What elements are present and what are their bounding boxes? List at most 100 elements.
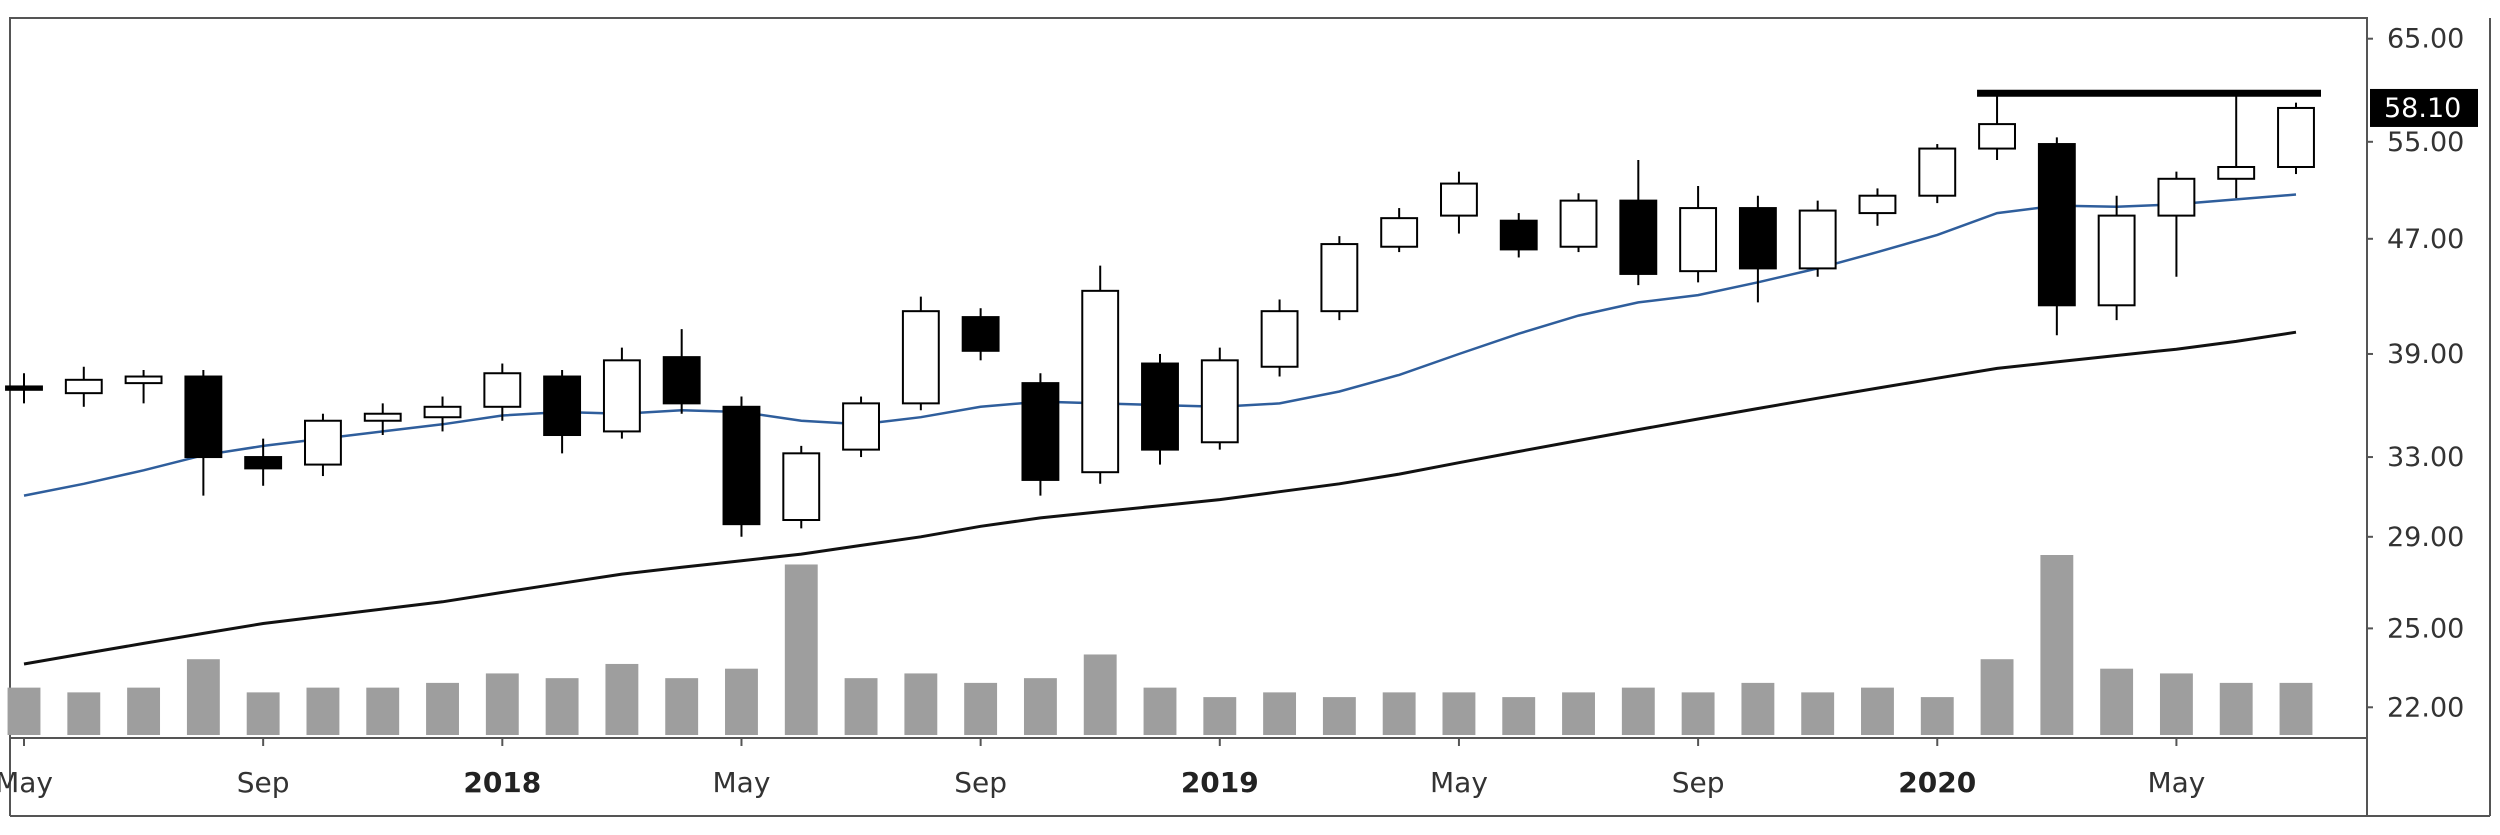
x-tick-label: May xyxy=(1430,766,1488,799)
price-tag-value: 58.10 xyxy=(2384,93,2461,124)
x-tick-label: 2020 xyxy=(1898,766,1976,799)
price-axis: 65.00 55.00 47.00 39.00 33.00 29.00 25.00 22.00 xyxy=(2367,24,2464,723)
candle-body xyxy=(5,385,43,391)
y-tick-label: 47.00 xyxy=(2387,224,2464,255)
candle xyxy=(2157,171,2196,277)
volume-bar xyxy=(246,692,280,735)
candle-body xyxy=(304,419,342,466)
x-tick-label: 2018 xyxy=(463,766,541,799)
candle-body xyxy=(2037,143,2076,307)
volume-bar xyxy=(127,687,161,735)
volume-bar xyxy=(1980,659,2014,735)
x-tick-label: May xyxy=(0,766,53,799)
x-tick-label: May xyxy=(713,766,771,799)
volume-bar xyxy=(1502,697,1536,735)
x-tick-label: 2019 xyxy=(1181,766,1259,799)
candle xyxy=(1440,171,1478,234)
volume-bar xyxy=(2159,673,2193,735)
volume-bar xyxy=(725,668,758,735)
volume-bar xyxy=(306,687,340,735)
y-tick-label: 55.00 xyxy=(2387,127,2464,158)
candle-body xyxy=(483,372,522,408)
candle xyxy=(124,369,163,404)
y-tick-label: 33.00 xyxy=(2387,442,2464,473)
candle-body xyxy=(901,310,940,405)
volume-bar xyxy=(1083,654,1117,735)
volume-bar xyxy=(1801,692,1835,735)
candle xyxy=(2277,102,2315,175)
candle-body xyxy=(423,405,462,419)
candlesticks xyxy=(5,90,2315,537)
candle xyxy=(961,308,1000,361)
x-tick-label: Sep xyxy=(237,766,290,799)
candle-body xyxy=(1858,194,1897,215)
volume-bar xyxy=(366,687,400,735)
candle xyxy=(1798,200,1837,277)
candle xyxy=(1200,347,1239,450)
candle-body xyxy=(1440,182,1478,217)
candle-body xyxy=(124,375,163,385)
candle xyxy=(1679,185,1718,283)
candle-body xyxy=(1798,209,1837,270)
volume-bar xyxy=(2279,682,2313,735)
candle-body xyxy=(1918,147,1957,197)
price-tag-background xyxy=(2370,88,2478,127)
volume-bar xyxy=(485,673,519,735)
volume-bar xyxy=(7,687,41,735)
y-tick-label: 22.00 xyxy=(2387,692,2464,723)
volume-bar xyxy=(1442,692,1476,735)
moving-average-long xyxy=(23,330,2297,666)
volume-bar xyxy=(1023,678,1057,735)
candle xyxy=(1021,373,1060,496)
volume-bar xyxy=(545,678,579,735)
y-tick-label: 25.00 xyxy=(2387,613,2464,644)
candle xyxy=(1499,213,1538,258)
candle xyxy=(2097,195,2136,321)
candle xyxy=(901,296,940,411)
volume-bar xyxy=(1322,697,1356,735)
last-price-tag: 58.10 xyxy=(2370,88,2478,127)
candle xyxy=(304,413,342,477)
volume-bar xyxy=(665,678,699,735)
candle-body xyxy=(1738,207,1777,270)
candle-body xyxy=(1320,243,1359,313)
volume-bar xyxy=(1920,697,1954,735)
candle xyxy=(184,369,223,496)
candle-body xyxy=(1200,359,1239,444)
candle xyxy=(1918,144,1957,204)
candle-body xyxy=(662,356,701,405)
candle-body xyxy=(2157,177,2196,217)
candle xyxy=(1978,90,2016,161)
volume-bar xyxy=(844,678,878,735)
candle xyxy=(5,373,43,404)
volume-bar xyxy=(1741,682,1775,735)
candle-body xyxy=(363,412,402,422)
candle-body xyxy=(1679,207,1718,273)
candle-body xyxy=(543,375,582,437)
candle xyxy=(1559,193,1598,253)
candle xyxy=(483,363,522,421)
volume-bar xyxy=(1203,697,1237,735)
volume-bar xyxy=(1861,687,1894,735)
candle-body xyxy=(1499,219,1538,251)
y-tick-label: 29.00 xyxy=(2387,522,2464,553)
volume-bar xyxy=(784,564,818,735)
volume-bar xyxy=(904,673,938,735)
candle xyxy=(1320,236,1359,321)
candle xyxy=(64,366,103,407)
volume-bars xyxy=(7,555,2313,735)
candle xyxy=(2217,96,2256,199)
candle xyxy=(1260,299,1299,377)
y-tick-label: 65.00 xyxy=(2387,24,2464,55)
candle-body xyxy=(244,456,283,470)
candle-body xyxy=(1380,217,1419,248)
candle xyxy=(2037,137,2076,336)
candle-body xyxy=(722,405,761,526)
candle xyxy=(602,347,641,439)
candle xyxy=(1380,208,1419,253)
candle-body xyxy=(1260,310,1299,368)
candle-body xyxy=(2277,106,2315,168)
candle-body xyxy=(1081,289,1120,474)
